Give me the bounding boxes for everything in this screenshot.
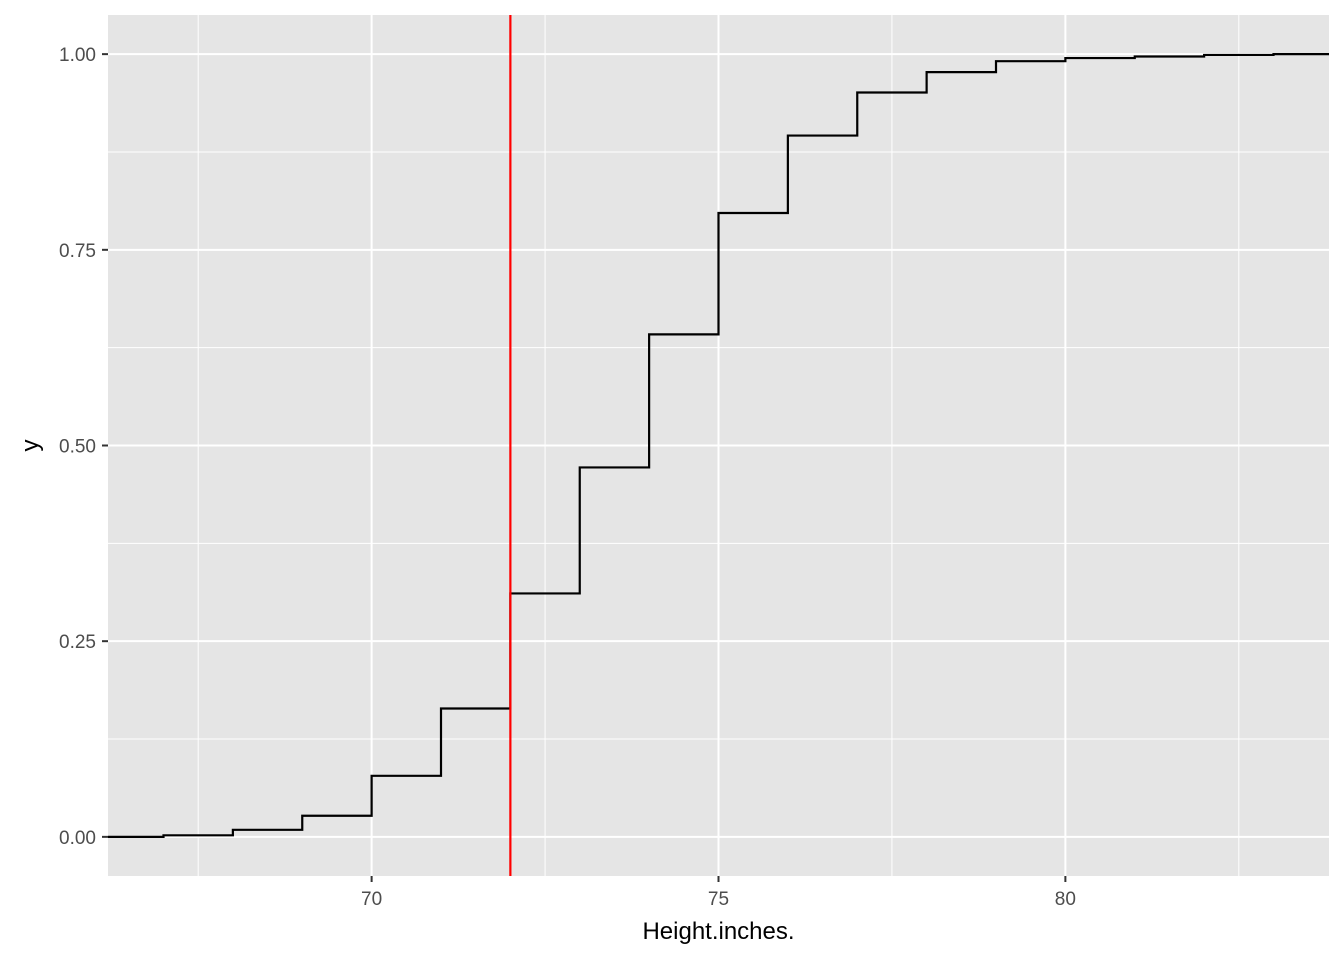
y-axis-title: y — [17, 440, 44, 452]
step-series — [108, 53, 1329, 838]
x-tick-label: 75 — [708, 889, 729, 910]
y-tick-label: 0.75 — [59, 241, 96, 262]
y-axis: 0.00 0.25 0.50 0.75 1.00 — [59, 45, 108, 849]
y-tick-label: 0.00 — [59, 828, 96, 849]
x-tick-label: 80 — [1055, 889, 1076, 910]
ecdf-step-line — [108, 53, 1329, 838]
y-tick-label: 1.00 — [59, 45, 96, 66]
x-axis-title: Height.inches. — [642, 918, 794, 945]
y-tick-label: 0.50 — [59, 437, 96, 458]
major-gridlines — [108, 15, 1329, 876]
y-tick-label: 0.25 — [59, 632, 96, 653]
x-tick-label: 70 — [361, 889, 382, 910]
x-axis: 70 75 80 — [361, 876, 1076, 910]
